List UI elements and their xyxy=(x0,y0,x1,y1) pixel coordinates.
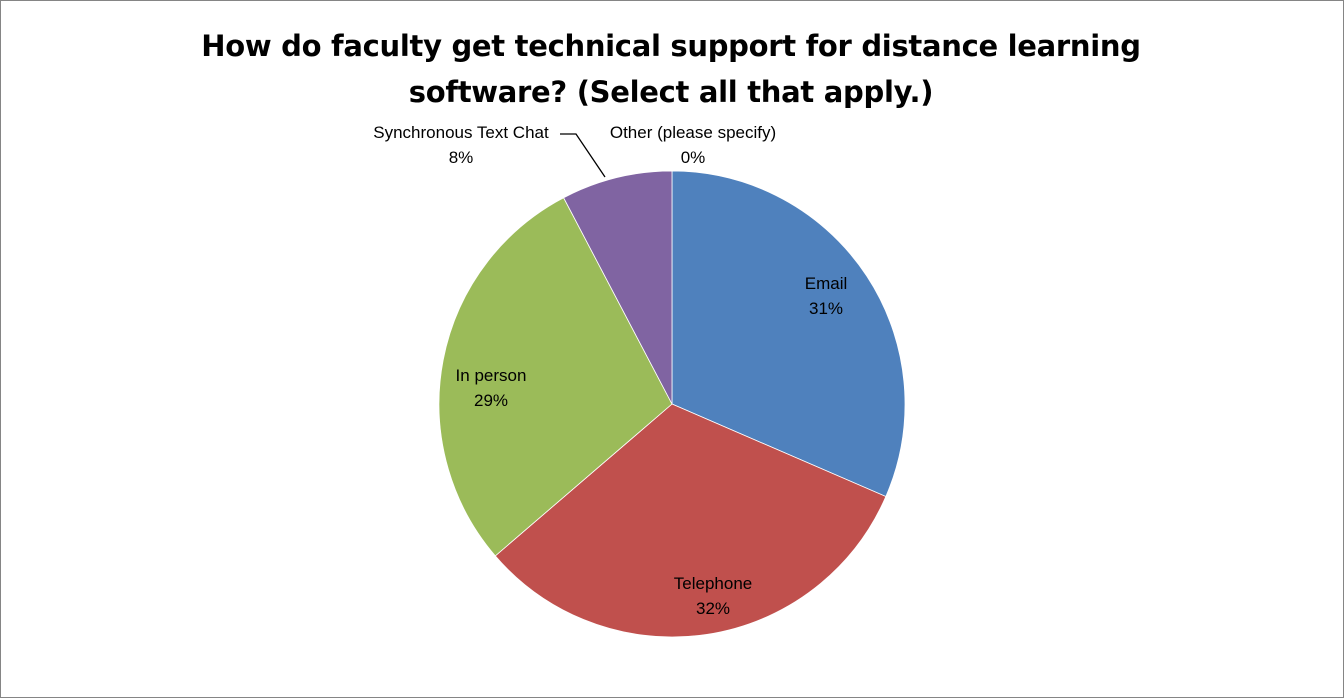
slice-label-synchronous-text-chat: Synchronous Text Chat xyxy=(373,123,549,142)
pie-slice-synchronous-text-chat xyxy=(563,170,673,405)
slice-label-email: Email xyxy=(805,274,848,293)
slice-label-telephone: Telephone xyxy=(674,574,752,593)
pie-slices xyxy=(438,170,906,638)
slice-percent-telephone: 32% xyxy=(696,599,730,618)
slice-percent-in-person: 29% xyxy=(474,391,508,410)
slice-percent-email: 31% xyxy=(809,299,843,318)
chart-title-line-1: How do faculty get technical support for… xyxy=(201,29,1141,63)
slice-label-other-please-specify: Other (please specify) xyxy=(610,123,776,142)
slice-percent-synchronous-text-chat: 8% xyxy=(449,148,474,167)
pie-slice-email xyxy=(671,170,906,498)
slice-percent-other-please-specify: 0% xyxy=(681,148,706,167)
data-labels: Email 31% Telephone 32% In person 29% Synchron… xyxy=(373,123,847,618)
chart-title-line-2: software? (Select all that apply.) xyxy=(408,75,934,109)
leader-lines xyxy=(560,133,606,178)
leader-line-synchronous-text-chat xyxy=(560,133,606,178)
pie-slice-in-person xyxy=(438,197,673,557)
slice-label-in-person: In person xyxy=(456,366,527,385)
chart-title: How do faculty get technical support for… xyxy=(151,23,1191,115)
pie-slice-telephone xyxy=(494,403,887,638)
